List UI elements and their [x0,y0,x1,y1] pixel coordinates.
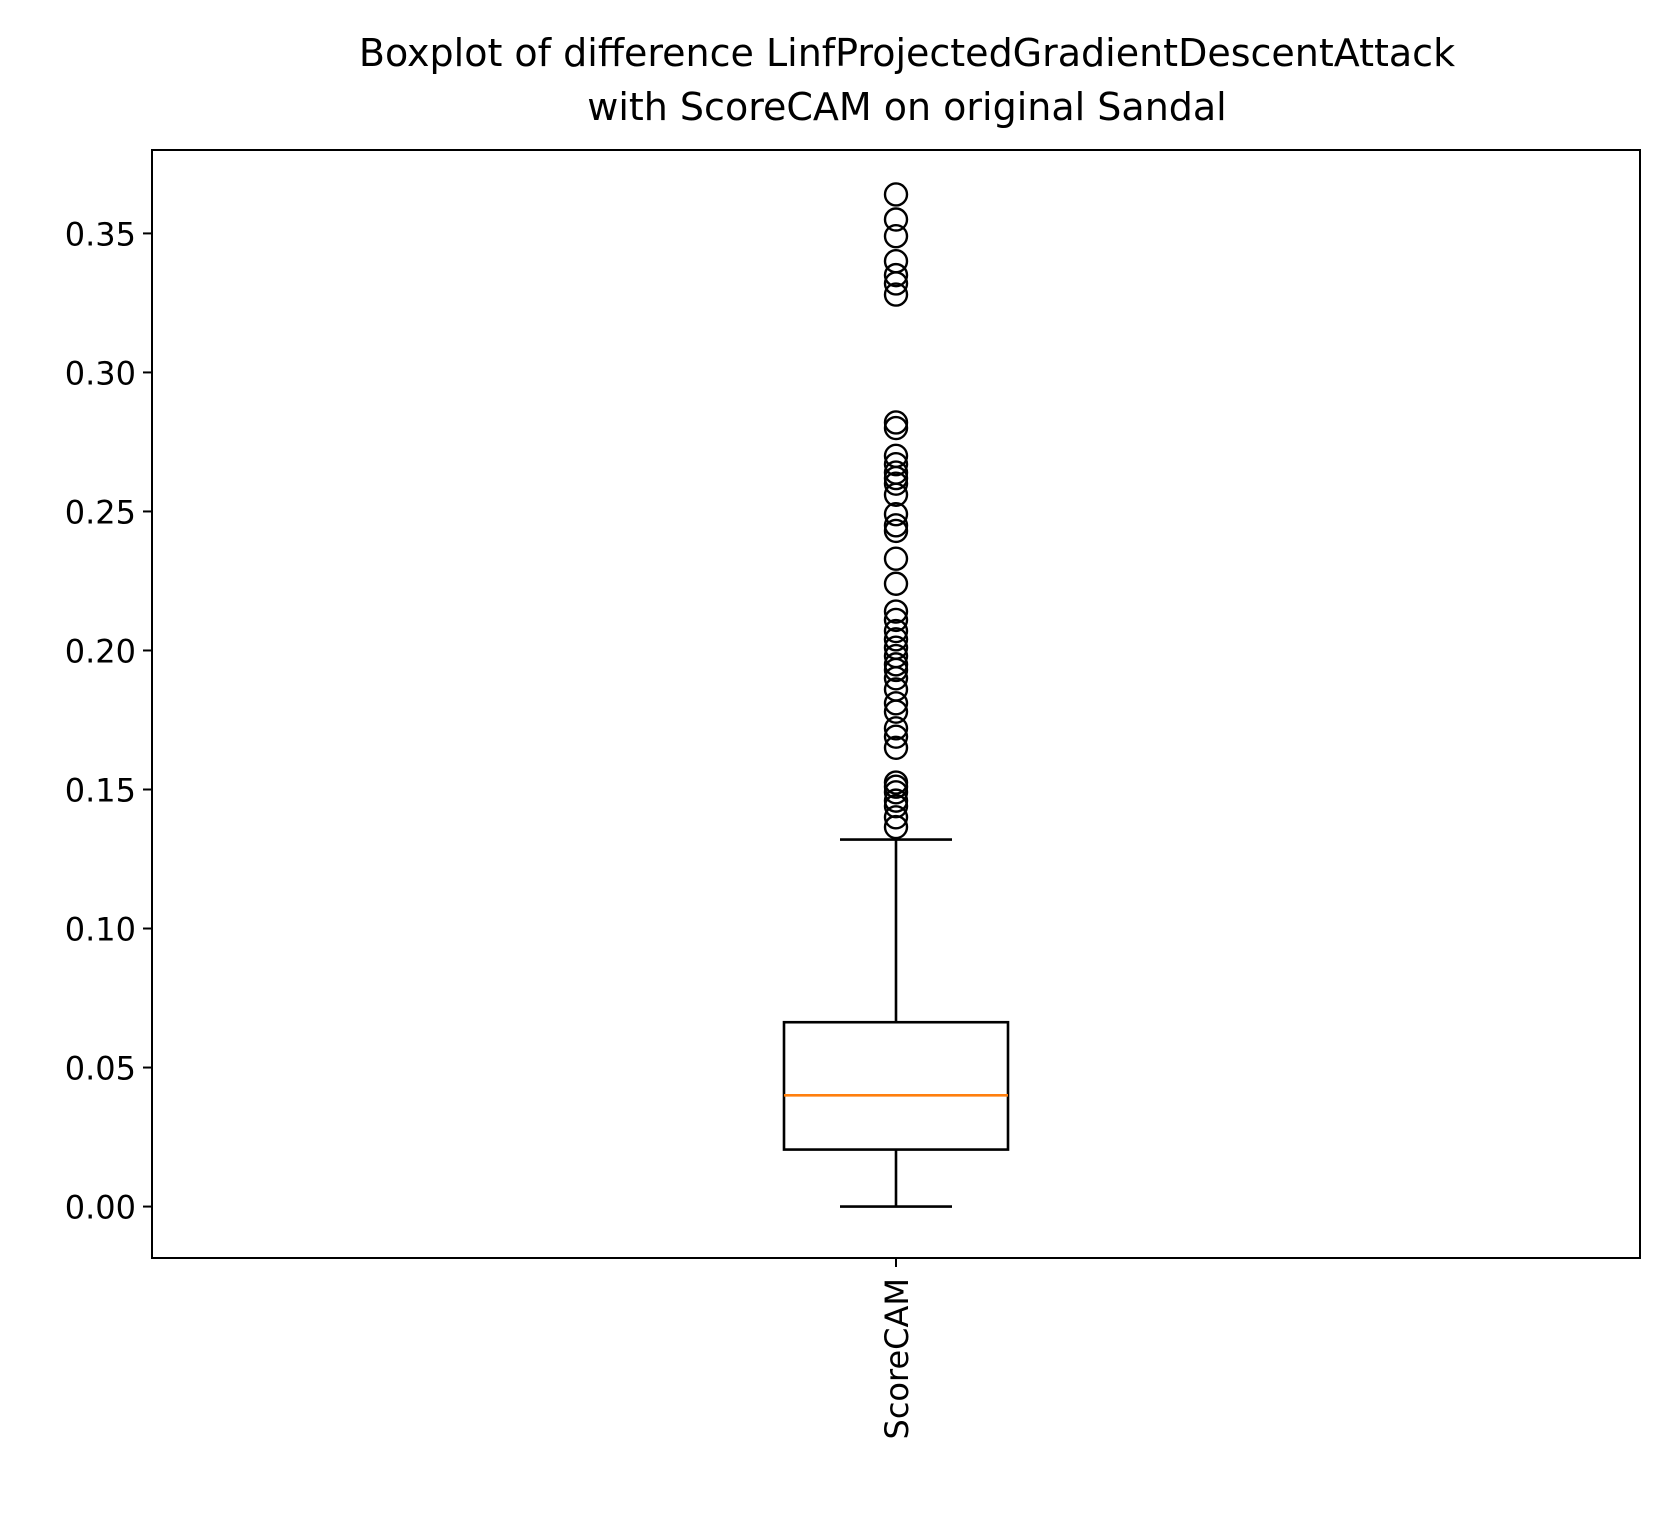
y-tick-label: 0.30 [65,354,136,392]
outlier-point [883,780,909,805]
chart-title-line-2: with ScoreCAM on original Sandal [587,85,1227,129]
outlier-point [883,207,909,232]
outlier-point [883,635,909,660]
outlier-point [883,415,909,441]
outlier-point [883,627,909,652]
outlier-point [883,443,909,469]
y-tick-label: 0.05 [65,1050,136,1088]
outlier-point [883,724,909,749]
outlier-point [883,223,909,249]
outlier-point [883,716,909,741]
axes: 0.00 0.05 0.10 0.15 0.20 0.25 0.30 0.35 ScoreCAM [65,149,1641,1439]
y-tick-label: 0.10 [65,911,136,949]
outlier-point [883,262,909,288]
outlier-point [883,788,909,813]
outlier-point [883,546,909,571]
outlier-point [883,599,909,624]
outlier-point [883,518,909,544]
outlier-point [883,513,909,538]
x-tick-label: ScoreCAM [878,1278,916,1439]
interquartile-box [782,1020,1010,1151]
outlier-point [883,735,909,760]
outlier-point [883,249,909,274]
y-tick-label: 0.35 [65,215,136,253]
outlier-point [883,607,909,633]
outlier-point [883,451,909,477]
outlier-point [883,770,909,795]
outlier-point [883,691,909,716]
y-tick-label: 0.25 [65,493,136,531]
chart-title-line-1: Boxplot of difference LinfProjectedGradi… [359,31,1455,75]
outlier-point [883,460,909,485]
y-tick-label: 0.20 [65,632,136,670]
y-tick-label: 0.15 [65,771,136,809]
outlier-point [883,282,909,307]
outlier-point [883,677,909,702]
outlier-point [883,410,909,435]
outlier-point [883,182,909,207]
plot-area [782,182,1010,1208]
outlier-point [883,793,909,819]
outlier-point [883,652,909,677]
outlier-point [883,502,909,527]
outlier-point [883,571,909,596]
outlier-point [883,643,909,669]
outlier-point [883,618,909,644]
y-tick-label: 0.00 [65,1189,136,1227]
outlier-point [883,471,909,496]
outlier-point [883,805,909,830]
